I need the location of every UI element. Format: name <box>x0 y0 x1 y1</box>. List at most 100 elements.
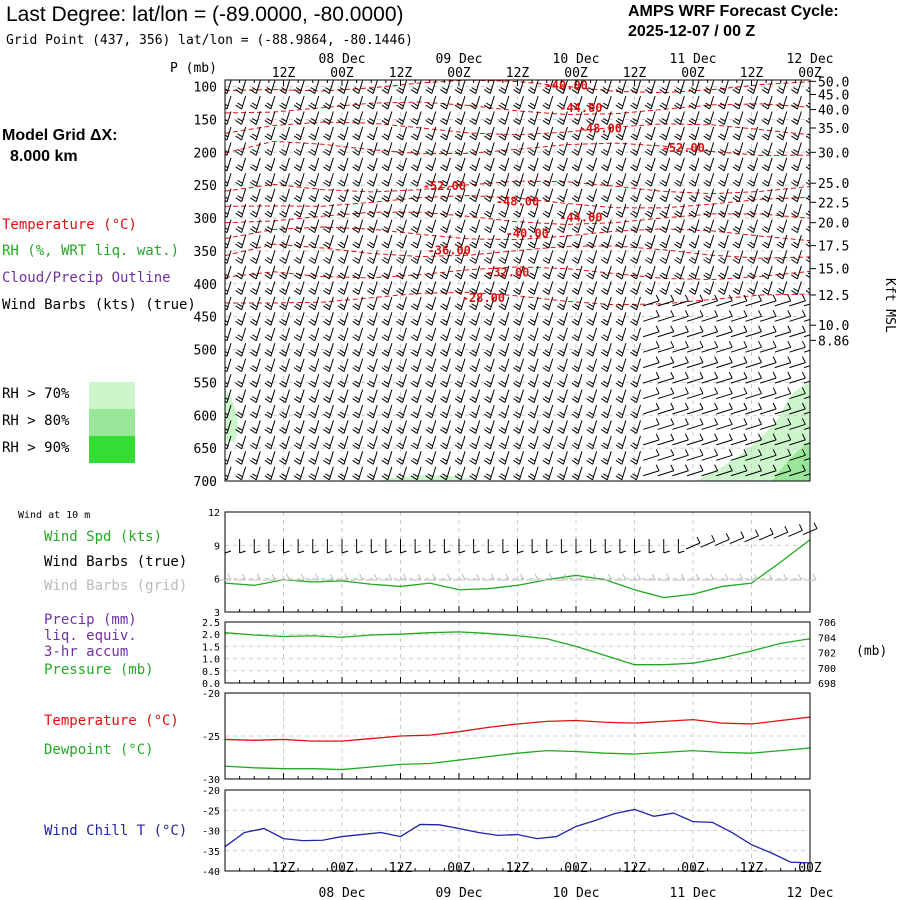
wind-barb <box>615 126 627 141</box>
wind-barb-feather <box>339 148 346 153</box>
wind-barb <box>586 204 598 218</box>
wind-barb-shaft <box>241 173 247 187</box>
wind-barb-feather <box>249 135 257 141</box>
wind-barb-feather <box>293 150 301 156</box>
wind-barb-shaft <box>343 157 349 171</box>
wind-barb <box>396 250 407 264</box>
wind-barb-feather <box>225 292 228 295</box>
wind-barb <box>557 157 568 172</box>
wind-barb-shaft <box>343 250 349 264</box>
wind-barb-shaft <box>782 173 788 187</box>
wind-barb-shaft <box>672 315 689 322</box>
wind-barb-feather <box>456 411 463 416</box>
wind10m-barb-feather <box>725 533 730 540</box>
wind-barb-feather <box>295 473 302 478</box>
wind-barb <box>571 435 583 450</box>
wind10m-barb-feather <box>283 550 290 554</box>
wind-barb <box>542 219 554 234</box>
wind-barb-feather <box>728 340 733 348</box>
wind-barb-feather <box>251 272 258 277</box>
precip-pressure-y-tick-label: 1.5 <box>202 642 220 653</box>
wind-barb-feather <box>308 228 316 234</box>
wind-barb-shaft <box>445 327 451 341</box>
wind-barb-shaft <box>226 358 232 372</box>
wind-barb-feather <box>513 120 520 125</box>
wind-barb-shaft <box>694 204 700 218</box>
wind-barb-feather <box>427 164 434 169</box>
wind-barb <box>337 404 349 419</box>
wind-barb-shaft <box>431 420 437 434</box>
wind-barb-feather <box>559 226 565 231</box>
wind-barb-feather <box>630 150 637 156</box>
precip-pressure-y-tick-label: 2.0 <box>202 630 220 641</box>
wind-barb-shaft <box>445 111 451 125</box>
wind-barb <box>483 173 495 187</box>
wind-barb-feather <box>761 104 769 110</box>
wind-barb <box>672 325 689 338</box>
wind-barb-feather <box>281 102 287 107</box>
wind-barb-feather <box>354 226 360 231</box>
wind-barb-feather <box>425 120 433 125</box>
wind-barb <box>425 435 437 450</box>
kft-tick-label: 8.86 <box>818 334 849 349</box>
wind-barb-feather <box>225 338 228 342</box>
wind-barb-feather <box>279 320 286 326</box>
kft-tick-label: 17.5 <box>818 240 849 255</box>
wind-barb-feather <box>728 433 733 441</box>
wind-barb-feather <box>615 104 623 110</box>
wind-barb-feather <box>279 367 286 373</box>
wind-barb-feather <box>249 305 257 311</box>
wind-barb-shaft <box>738 142 744 156</box>
wind-barb-feather <box>412 195 419 200</box>
wind-barb-shaft <box>504 358 510 372</box>
wind-barb-feather <box>339 133 346 138</box>
wind-barb-feather <box>758 310 762 317</box>
wind-barb-feather <box>787 464 792 472</box>
wind-barb-shaft <box>562 265 568 280</box>
wind-barb <box>586 126 598 141</box>
wind-barb-shaft <box>475 265 481 280</box>
wind-barb-feather <box>325 442 331 447</box>
wind-barb-feather <box>559 365 565 370</box>
wind-barb-feather <box>442 365 448 370</box>
wind-barb-shaft <box>519 466 524 480</box>
wind-barb-shaft <box>723 281 729 295</box>
wind-barb-feather <box>644 89 652 94</box>
wind-barb <box>469 358 481 373</box>
wind-barb <box>600 80 612 94</box>
wind-barb <box>644 281 656 295</box>
wind-barb-feather <box>734 148 741 153</box>
wind-barb <box>791 126 802 141</box>
wind-barb-feather <box>807 87 810 90</box>
wind10m-barb <box>239 539 246 554</box>
wind-barb-feather <box>325 473 331 478</box>
kft-tick-label: 50.0 <box>818 75 849 90</box>
wind-barb-feather <box>655 387 660 394</box>
wind-barb-feather <box>442 210 448 215</box>
wind-barb <box>323 358 334 373</box>
wind-barb-feather <box>410 181 418 187</box>
wind-barb-feather <box>617 195 624 200</box>
wind-barb-feather <box>425 104 433 110</box>
wind-barb-shaft <box>767 95 773 110</box>
wind-barb-feather <box>602 457 609 462</box>
wind-barb <box>600 173 612 187</box>
wind-barb-feather <box>354 195 360 200</box>
wind-barb-feather <box>571 197 579 203</box>
wind-barb-feather <box>655 340 660 348</box>
wind10m-barb <box>648 539 656 554</box>
wind-barb <box>644 204 656 218</box>
wind-barb <box>527 451 539 465</box>
wind-barb-feather <box>690 164 697 169</box>
wind-barb-shaft <box>445 142 451 156</box>
wind-barb-feather <box>670 449 675 456</box>
wind-barb-feather <box>323 228 330 234</box>
wind-grid-barb <box>716 573 729 581</box>
wind-barb <box>615 234 627 249</box>
wind-barb-shaft <box>774 393 791 400</box>
wind-barb-shaft <box>745 423 762 430</box>
wind-barb-shaft <box>460 281 466 295</box>
wind-barb-feather <box>440 320 447 326</box>
wind-barb-shaft <box>255 142 261 156</box>
wind-barb-shaft <box>475 404 481 419</box>
